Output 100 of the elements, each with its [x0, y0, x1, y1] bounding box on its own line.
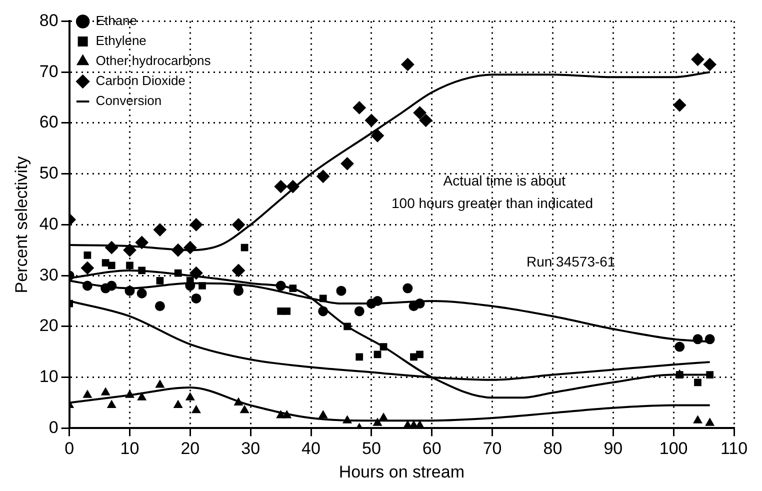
point — [80, 261, 94, 274]
y-tick-label: 30 — [39, 265, 58, 284]
point — [342, 416, 352, 424]
y-tick-label: 80 — [39, 10, 58, 30]
point — [416, 350, 424, 358]
point — [372, 296, 382, 306]
point — [364, 114, 378, 127]
point — [693, 416, 702, 424]
x-tick-label: 110 — [720, 439, 748, 458]
point — [352, 101, 366, 114]
point — [126, 262, 134, 270]
point — [83, 390, 92, 398]
legend-label: Ethylene — [96, 33, 146, 48]
point — [135, 236, 148, 250]
point — [232, 264, 246, 277]
point — [240, 244, 248, 252]
y-tick-label: 60 — [39, 112, 58, 132]
point — [692, 334, 703, 344]
point — [82, 280, 92, 291]
point — [234, 398, 243, 406]
point — [674, 342, 685, 352]
point — [190, 266, 203, 280]
x-tick-label: 50 — [362, 439, 381, 458]
x-tick-label: 70 — [482, 439, 502, 458]
point — [319, 294, 327, 302]
point — [401, 58, 414, 71]
x-tick-label: 60 — [422, 439, 442, 458]
x-tick-label: 30 — [241, 439, 260, 458]
point — [414, 298, 425, 309]
point — [276, 280, 286, 291]
y-tick-label: 50 — [39, 164, 58, 183]
point — [344, 322, 351, 330]
point — [185, 280, 196, 291]
y-axis-title: Percent selectivity — [12, 156, 31, 294]
point — [413, 106, 426, 120]
point — [336, 286, 346, 296]
x-tick-label: 80 — [543, 439, 562, 458]
y-tick-label: 40 — [39, 214, 58, 234]
point — [673, 98, 686, 112]
point — [318, 410, 328, 418]
point — [705, 418, 714, 426]
legend-label: Other hydrocarbons — [96, 53, 212, 68]
y-tick-label: 70 — [39, 62, 58, 81]
x-tick-label: 10 — [120, 439, 140, 458]
point — [240, 405, 249, 414]
point — [156, 380, 164, 388]
point — [101, 388, 110, 396]
point — [172, 244, 185, 257]
point — [419, 114, 432, 127]
point — [106, 280, 117, 291]
point — [156, 276, 164, 284]
point — [691, 52, 704, 66]
point — [402, 283, 413, 294]
point — [192, 405, 201, 414]
point — [234, 286, 244, 296]
point — [154, 301, 165, 312]
point — [274, 180, 288, 194]
x-tick-label: 0 — [64, 439, 74, 458]
point — [694, 378, 702, 386]
x-tick-label: 100 — [659, 439, 688, 458]
point — [174, 269, 182, 277]
point — [191, 293, 202, 304]
x-axis-title: Hours on stream — [338, 462, 464, 482]
legend-label: Carbon Dioxide — [96, 73, 186, 88]
point — [186, 392, 195, 400]
point — [374, 350, 382, 358]
y-tick-label: 0 — [48, 418, 58, 437]
point — [282, 410, 292, 418]
point — [190, 218, 203, 232]
x-tick-label: 20 — [180, 439, 200, 458]
point — [124, 286, 135, 296]
annotation: Run 34573-61 — [526, 254, 616, 270]
point — [107, 400, 116, 408]
point — [153, 223, 166, 236]
point — [232, 218, 246, 232]
point — [108, 262, 116, 270]
point — [198, 282, 206, 290]
point — [125, 390, 134, 398]
point — [138, 266, 146, 274]
point — [84, 252, 92, 259]
point — [184, 241, 197, 254]
point — [379, 413, 388, 421]
annotation: Actual time is about — [443, 172, 566, 188]
point — [703, 58, 716, 71]
point — [706, 371, 714, 378]
point — [105, 241, 118, 254]
point — [354, 306, 364, 316]
point — [174, 400, 182, 408]
point — [370, 129, 384, 142]
x-tick-label: 90 — [604, 439, 623, 458]
point — [373, 418, 382, 426]
x-tick-label: 40 — [302, 439, 320, 458]
point — [123, 244, 136, 257]
point — [356, 353, 364, 361]
point — [340, 157, 354, 170]
point — [380, 343, 388, 350]
annotation: 100 hours greater than indicated — [391, 195, 594, 212]
legend-label: Ethane — [96, 13, 138, 28]
point — [286, 180, 300, 194]
y-tick-label: 20 — [39, 316, 58, 336]
